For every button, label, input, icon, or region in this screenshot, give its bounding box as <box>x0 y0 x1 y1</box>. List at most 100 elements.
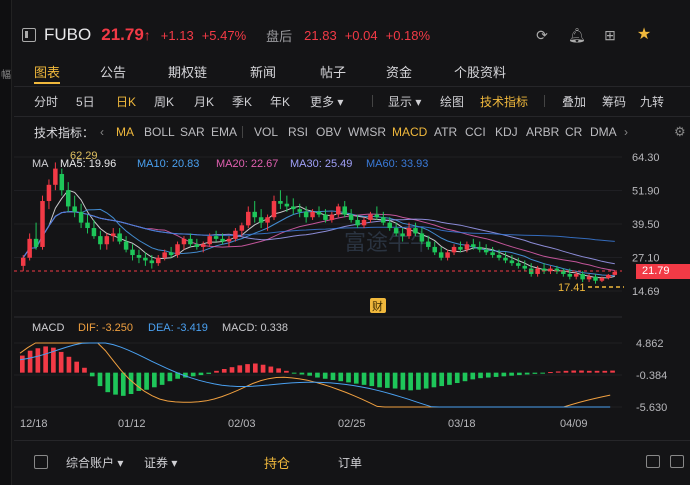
candle-body <box>265 217 270 223</box>
indicator-boll[interactable]: BOLL <box>144 125 175 139</box>
account-dropdown[interactable]: 综合账户 ▾ <box>66 455 124 470</box>
scroll-right-icon[interactable]: › <box>624 125 628 139</box>
restore-icon[interactable] <box>646 455 660 468</box>
scroll-left-icon[interactable]: ‹ <box>100 125 104 139</box>
tab-orders[interactable]: 订单 <box>338 455 363 470</box>
indicator-dma[interactable]: DMA <box>590 125 617 139</box>
indicator-cr[interactable]: CR <box>565 125 583 139</box>
candle-body <box>445 252 450 258</box>
gear-icon[interactable]: ⚙ <box>674 124 686 139</box>
macd-bar <box>602 370 608 373</box>
indicator-wmsr[interactable]: WMSR <box>348 125 386 139</box>
candle-body <box>599 278 605 281</box>
period-yearly[interactable]: 年K <box>270 94 291 109</box>
ma30-label: MA30: 25.49 <box>290 158 352 170</box>
td-sequential-button[interactable]: 九转 <box>640 94 665 109</box>
macd-bar <box>252 363 258 373</box>
period-daily[interactable]: 日K <box>116 94 137 109</box>
date-axis-tick: 02/25 <box>338 418 366 430</box>
macd-histogram <box>19 342 615 408</box>
period-weekly[interactable]: 周K <box>154 94 175 109</box>
indicator-kdj[interactable]: KDJ <box>495 125 518 139</box>
macd-bar <box>361 372 367 385</box>
tab-capital-flow[interactable]: 资金 <box>386 64 413 80</box>
stock-detail-panel: FUBO 21.79 ↑ +1.13 +5.47% 盘后 21.83 +0.04… <box>14 0 690 485</box>
candle-body <box>593 276 598 281</box>
indicator-cci[interactable]: CCI <box>465 125 486 139</box>
candle-body <box>297 209 302 212</box>
macd-bar <box>423 372 429 389</box>
macd-bar <box>439 372 445 387</box>
stock-list-icon[interactable] <box>22 28 36 42</box>
tab-news[interactable]: 新闻 <box>250 64 277 80</box>
candle-body <box>162 252 167 258</box>
ma5-label: MA5: 19.96 <box>60 158 116 170</box>
display-dropdown[interactable]: 显示 ▾ <box>388 94 422 109</box>
maximize-icon[interactable] <box>670 455 684 468</box>
macd-bar <box>532 372 538 374</box>
refresh-icon[interactable]: ⟳ <box>536 27 548 43</box>
period-more-dropdown[interactable]: 更多 ▾ <box>310 94 344 109</box>
grid-icon[interactable]: ⊞ <box>604 27 616 43</box>
candle-body <box>98 236 103 245</box>
earnings-marker[interactable] <box>370 298 386 313</box>
draw-button[interactable]: 绘图 <box>440 94 465 109</box>
candle-body <box>130 249 135 256</box>
macd-bar <box>105 372 111 393</box>
macd-bar <box>571 370 577 373</box>
star-icon[interactable]: ★ <box>636 26 652 43</box>
bell-icon[interactable]: 🔔︎ <box>568 27 586 43</box>
dea-label: DEA: -3.419 <box>148 322 208 334</box>
indicator-rsi[interactable]: RSI <box>288 125 309 139</box>
macd-bar <box>447 372 452 385</box>
indicator-sar[interactable]: SAR <box>180 125 205 139</box>
tab-options-chain[interactable]: 期权链 <box>168 64 208 80</box>
date-axis-tick: 02/03 <box>228 418 256 430</box>
divider <box>14 440 690 441</box>
chips-button[interactable]: 筹码 <box>602 94 627 109</box>
macd-bar <box>400 372 406 390</box>
technical-indicators-button[interactable]: 技术指标 <box>480 94 529 109</box>
candle-body <box>580 273 585 280</box>
tab-chart[interactable]: 图表 <box>34 64 61 80</box>
macd-bar <box>462 372 468 382</box>
price-axis-tick: 64.30 <box>632 152 660 164</box>
overlay-button[interactable]: 叠加 <box>562 94 587 109</box>
period-quarterly[interactable]: 季K <box>232 94 253 109</box>
candle-body <box>72 206 77 212</box>
macd-bar <box>385 372 390 388</box>
candle-body <box>323 214 328 220</box>
ma10-label: MA10: 20.83 <box>137 158 199 170</box>
indicator-vol[interactable]: VOL <box>254 125 279 139</box>
ma-legend-title: MA <box>32 158 49 170</box>
last-price: 21.79 <box>101 25 144 44</box>
indicator-macd[interactable]: MACD <box>392 125 428 139</box>
panel-icon[interactable] <box>34 455 48 469</box>
securities-dropdown[interactable]: 证券 ▾ <box>144 455 178 470</box>
indicator-ma[interactable]: MA <box>116 125 134 139</box>
candlestick-chart[interactable]: 富途牛牛 MA MA5: 19.96 MA10: 20.83 MA20: 22.… <box>14 145 690 435</box>
candle-body <box>175 244 180 256</box>
price-gridlines <box>14 156 622 408</box>
date-axis-tick: 04/09 <box>560 418 588 430</box>
tab-company-profile[interactable]: 个股资料 <box>454 64 507 80</box>
macd-bar <box>563 370 569 373</box>
period-intraday[interactable]: 分时 <box>34 94 59 109</box>
indicator-ema[interactable]: EMA <box>211 125 238 139</box>
tab-announcements[interactable]: 公告 <box>100 64 127 80</box>
period-monthly[interactable]: 月K <box>194 94 215 109</box>
macd-bar <box>268 366 274 373</box>
tab-posts[interactable]: 帖子 <box>320 64 347 80</box>
period-5day[interactable]: 5日 <box>76 94 95 109</box>
candle-body <box>355 219 360 226</box>
divider <box>14 116 690 117</box>
indicator-arbr[interactable]: ARBR <box>526 125 560 139</box>
indicator-atr[interactable]: ATR <box>434 125 458 139</box>
indicator-obv[interactable]: OBV <box>316 125 342 139</box>
macd-bar <box>307 372 313 376</box>
candle-body <box>503 257 508 261</box>
macd-bar <box>97 372 103 387</box>
candle-body <box>91 228 97 237</box>
tab-positions[interactable]: 持仓 <box>264 455 291 471</box>
divider <box>544 95 545 107</box>
